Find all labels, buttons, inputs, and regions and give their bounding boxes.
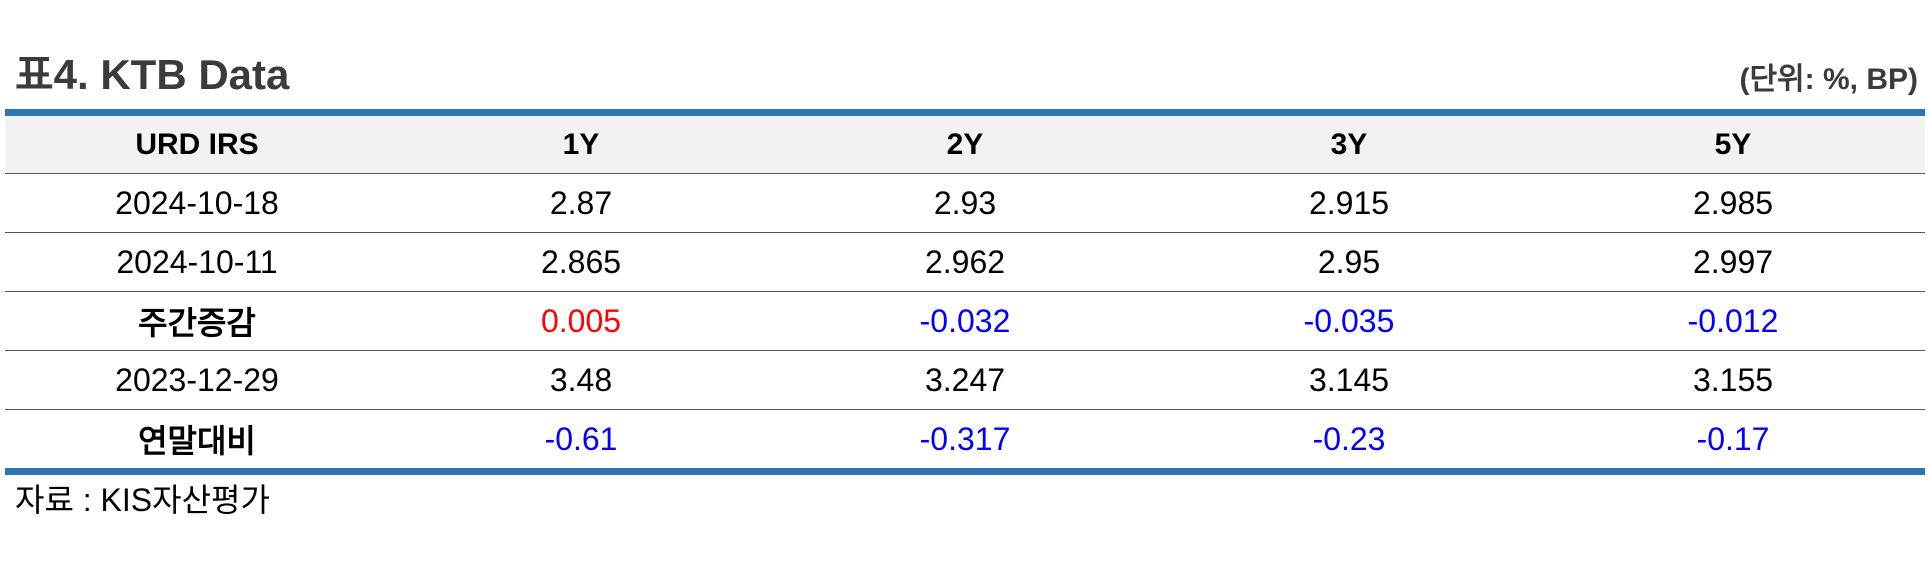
row-label: 2024-10-11 bbox=[5, 232, 389, 292]
ktb-data-table: URD IRS 1Y 2Y 3Y 5Y 2024-10-18 2.87 2.93… bbox=[5, 109, 1925, 475]
table-cell: 2.985 bbox=[1541, 173, 1925, 233]
table-header-row: URD IRS 1Y 2Y 3Y 5Y bbox=[5, 112, 1925, 174]
column-header: 2Y bbox=[773, 112, 1157, 174]
table-cell: -0.23 bbox=[1157, 409, 1541, 475]
table-cell: 2.93 bbox=[773, 173, 1157, 233]
table-cell: 2.95 bbox=[1157, 232, 1541, 292]
row-label: 2024-10-18 bbox=[5, 173, 389, 233]
table-cell: -0.17 bbox=[1541, 409, 1925, 475]
table-cell: -0.032 bbox=[773, 291, 1157, 351]
table-header: 표4. KTB Data (단위: %, BP) bbox=[15, 51, 1918, 108]
column-header: 1Y bbox=[389, 112, 773, 174]
table-cell: 2.87 bbox=[389, 173, 773, 233]
row-label: 2023-12-29 bbox=[5, 350, 389, 410]
row-label: 주간증감 bbox=[5, 291, 389, 351]
table-row: 2024-10-18 2.87 2.93 2.915 2.985 bbox=[5, 173, 1925, 233]
table-row: 연말대비 -0.61 -0.317 -0.23 -0.17 bbox=[5, 409, 1925, 475]
source-note: 자료 : KIS자산평가 bbox=[15, 482, 270, 518]
table-cell: 3.145 bbox=[1157, 350, 1541, 410]
table-cell: 2.962 bbox=[773, 232, 1157, 292]
table-cell: -0.012 bbox=[1541, 291, 1925, 351]
table-cell: -0.61 bbox=[389, 409, 773, 475]
table-row: 주간증감 0.005 -0.032 -0.035 -0.012 bbox=[5, 291, 1925, 351]
table-row: 2023-12-29 3.48 3.247 3.145 3.155 bbox=[5, 350, 1925, 410]
table-cell: 3.48 bbox=[389, 350, 773, 410]
table-row: 2024-10-11 2.865 2.962 2.95 2.997 bbox=[5, 232, 1925, 292]
unit-note: (단위: %, BP) bbox=[1739, 63, 1918, 96]
column-header: URD IRS bbox=[5, 112, 389, 174]
table-cell: 2.997 bbox=[1541, 232, 1925, 292]
table-cell: 3.247 bbox=[773, 350, 1157, 410]
table-cell: 2.915 bbox=[1157, 173, 1541, 233]
table-cell: 0.005 bbox=[389, 291, 773, 351]
row-label: 연말대비 bbox=[5, 409, 389, 475]
column-header: 5Y bbox=[1541, 112, 1925, 174]
table-cell: 2.865 bbox=[389, 232, 773, 292]
table-body: 2024-10-18 2.87 2.93 2.915 2.985 2024-10… bbox=[5, 173, 1925, 475]
table-cell: 3.155 bbox=[1541, 350, 1925, 410]
table-title: 표4. KTB Data bbox=[15, 51, 290, 98]
data-table-container: URD IRS 1Y 2Y 3Y 5Y 2024-10-18 2.87 2.93… bbox=[5, 109, 1925, 475]
table-cell: -0.317 bbox=[773, 409, 1157, 475]
column-header: 3Y bbox=[1157, 112, 1541, 174]
table-cell: -0.035 bbox=[1157, 291, 1541, 351]
